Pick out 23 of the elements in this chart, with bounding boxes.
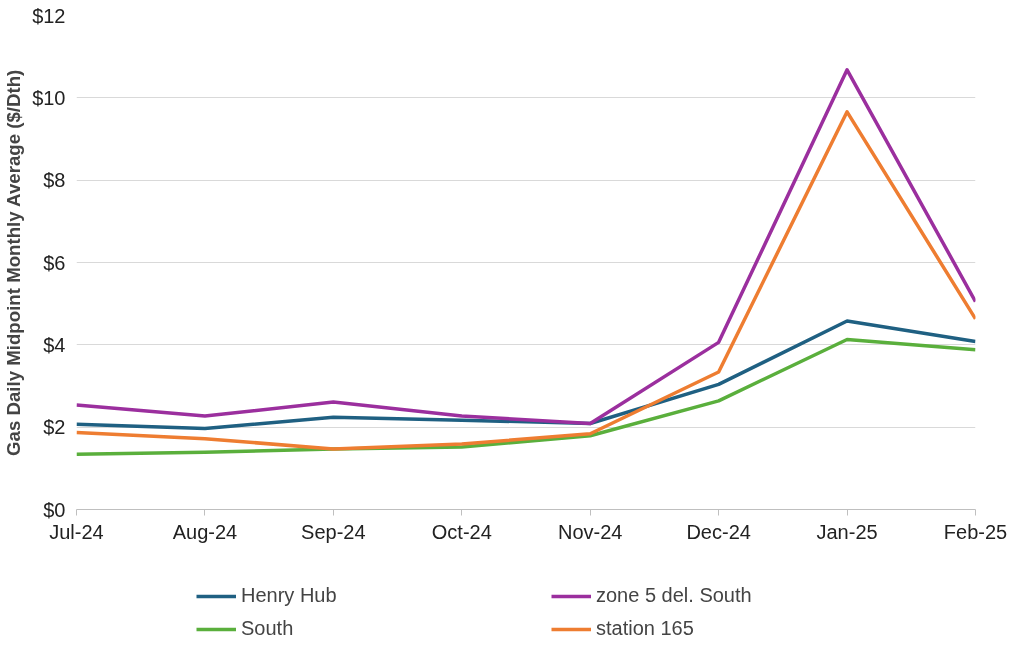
- line-series: [76, 319, 976, 431]
- y-tick-label: $4: [43, 333, 66, 356]
- x-tick-label: Feb-25: [943, 520, 1008, 543]
- x-tick-label: Oct-24: [431, 520, 492, 543]
- x-tick-label: Dec-24: [686, 520, 751, 543]
- y-tick-label: $8: [43, 169, 66, 192]
- legend-label: station 165: [596, 617, 695, 640]
- legend-label: South: [241, 617, 295, 640]
- y-tick-label: $10: [32, 86, 66, 109]
- x-tick-label: Sep-24: [301, 520, 366, 543]
- y-axis-title: Gas Daily Midpoint Monthly Average ($/Dth): [3, 69, 25, 456]
- y-tick-label: $0: [43, 498, 66, 521]
- x-tick-label: Jul-24: [49, 520, 104, 543]
- line-series: [76, 68, 976, 426]
- line-series: [76, 110, 976, 451]
- y-tick-label: $12: [32, 4, 66, 27]
- y-tick-label: $6: [43, 251, 66, 274]
- legend-label: zone 5 del. South: [596, 584, 753, 607]
- legend-label: Henry Hub: [241, 584, 338, 607]
- x-tick-label: Jan-25: [816, 520, 878, 543]
- y-tick-label: $2: [43, 416, 66, 439]
- x-tick-label: Aug-24: [172, 520, 238, 543]
- x-tick-label: Nov-24: [557, 520, 623, 543]
